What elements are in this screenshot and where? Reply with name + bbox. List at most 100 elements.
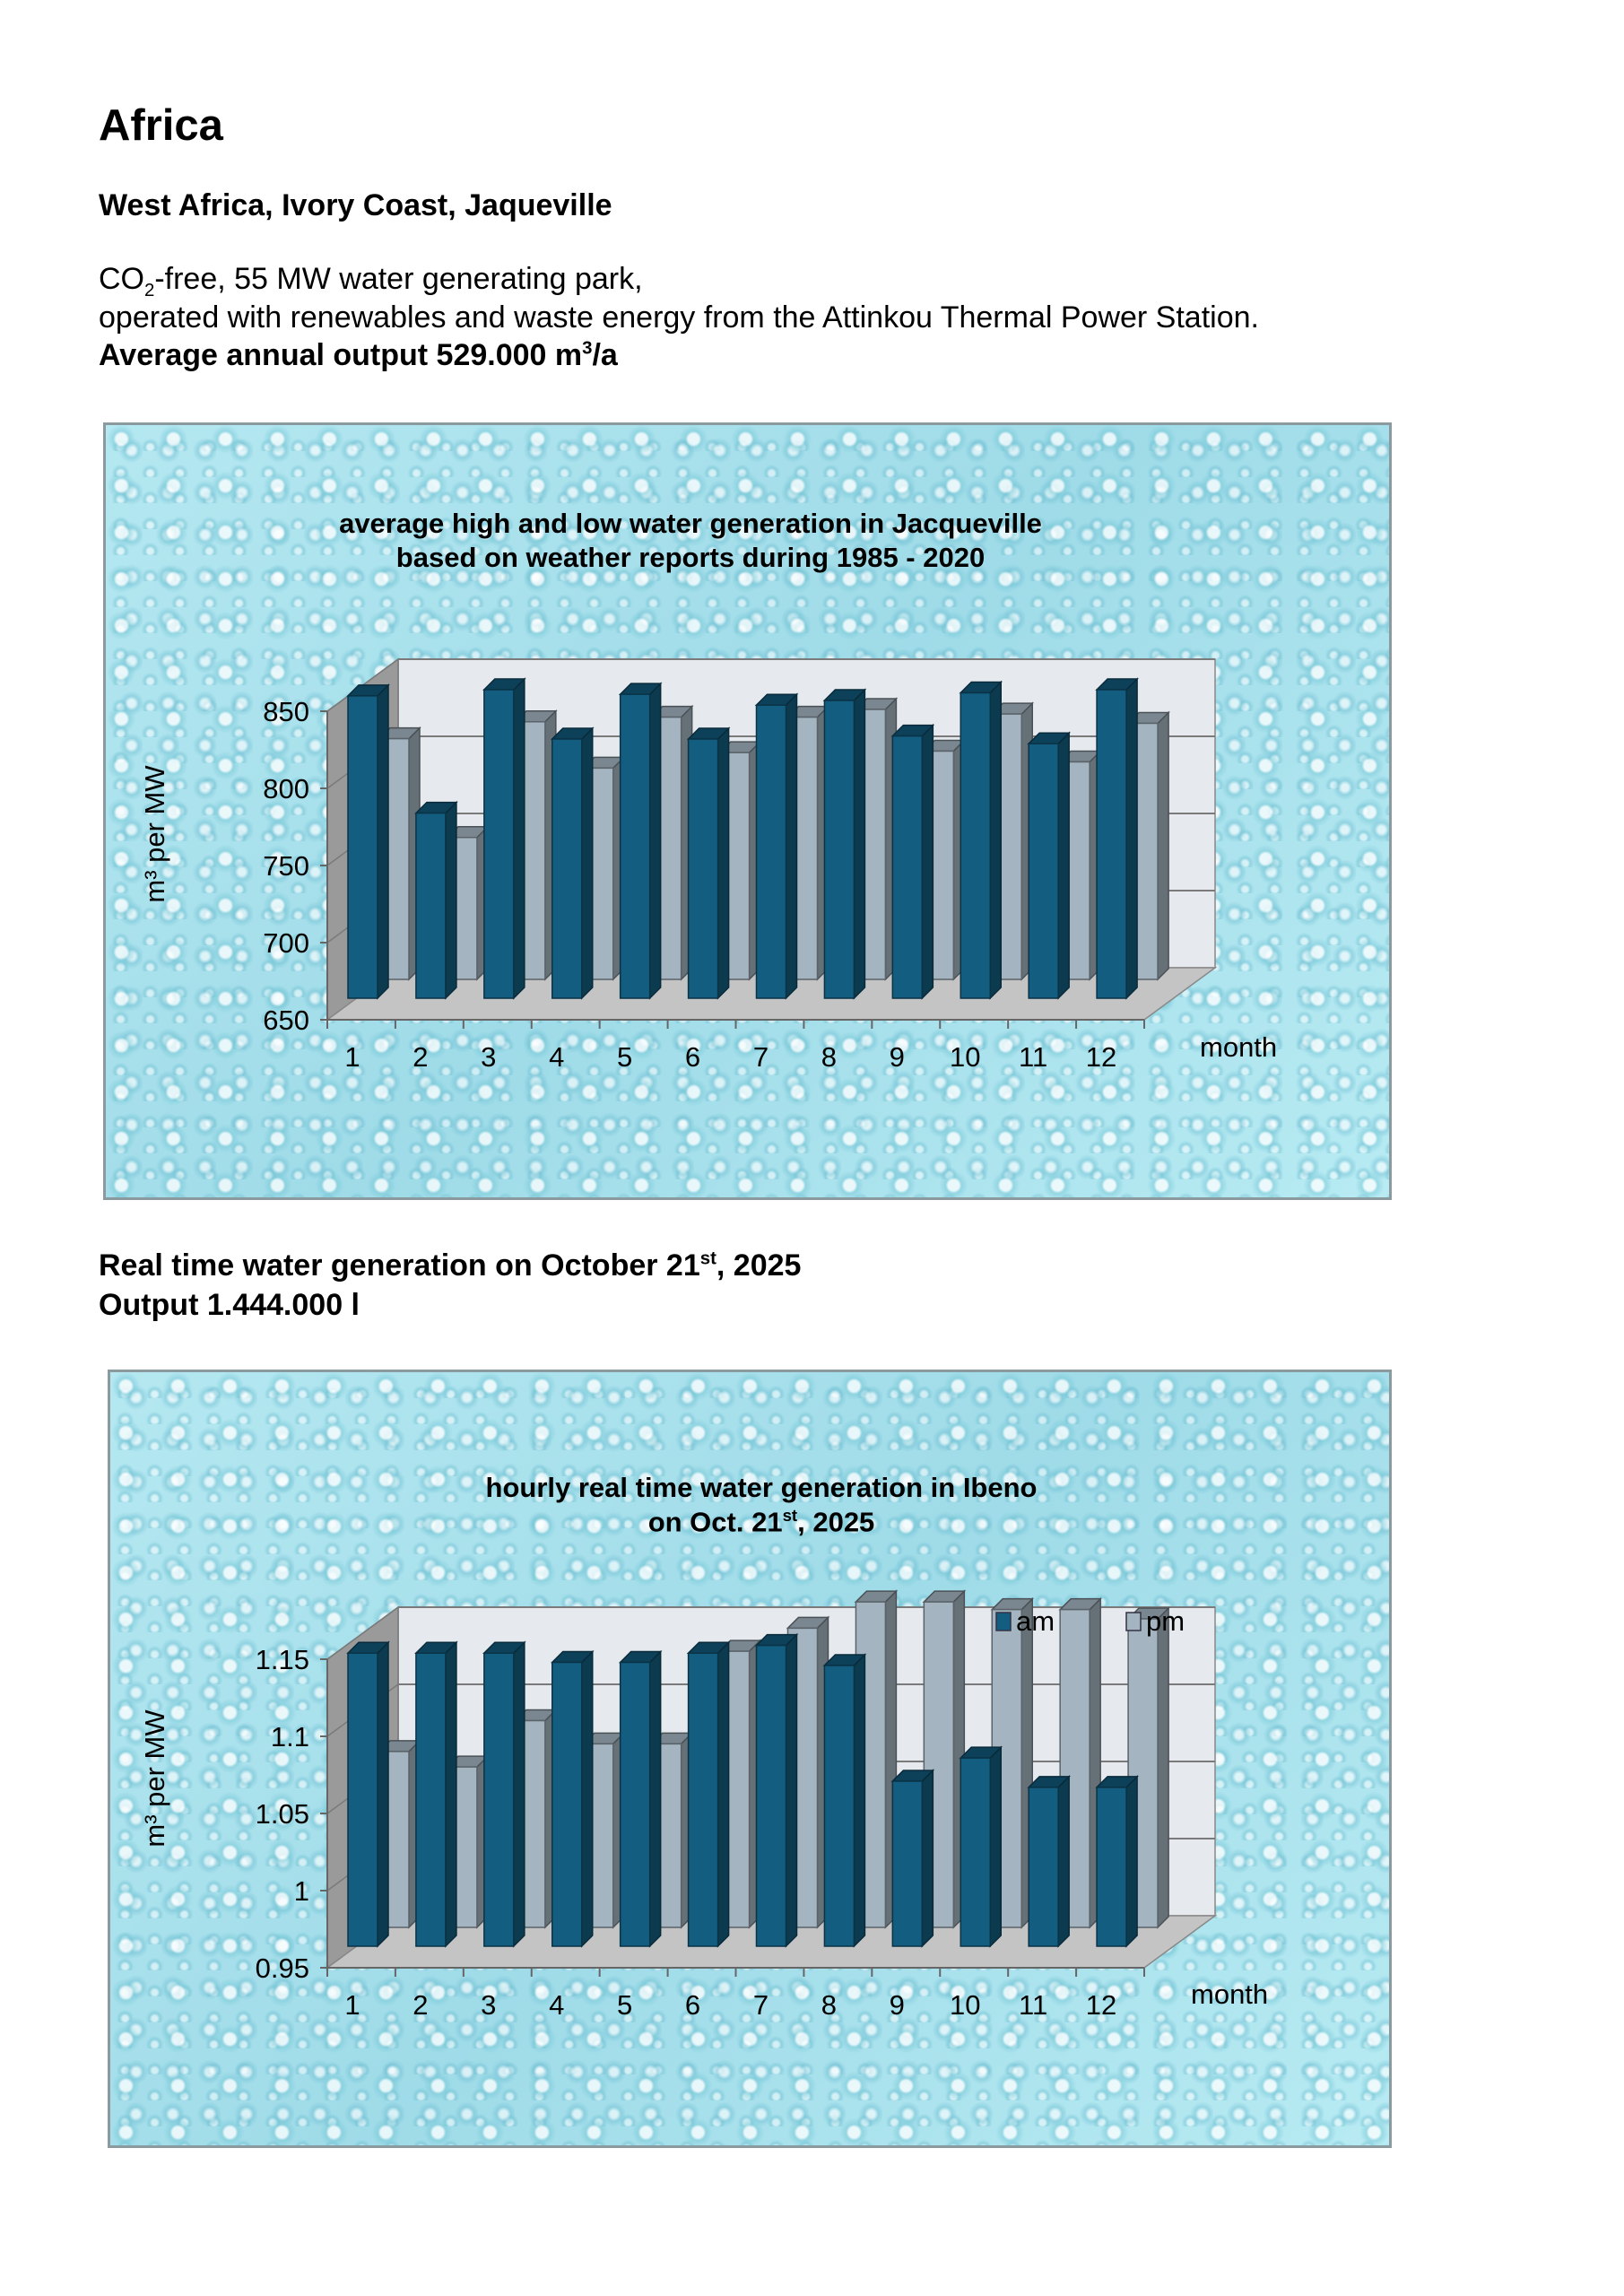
chart-1-bar-series-1-11-side: [1057, 731, 1070, 1000]
intro-line-2: operated with renewables and waste energ…: [99, 300, 1259, 335]
chart-1-bar-series-1-7-side: [785, 692, 798, 1000]
chart-2-bar-am-6: [687, 1652, 719, 1947]
chart-1-bar-series-1-1: [347, 695, 378, 999]
text: , 2025: [716, 1248, 802, 1283]
chart-1-y-tick-label: 650: [263, 1004, 309, 1036]
chart-1-y-tick-label: 800: [263, 773, 309, 804]
chart-1-title-line-2: based on weather reports during 1985 - 2…: [395, 542, 986, 573]
text: st: [782, 1506, 798, 1525]
chart-2-bar-am-2-side: [445, 1640, 457, 1948]
chart-1-bar-series-1-5: [619, 693, 651, 999]
chart-2-bar-am-1-side: [377, 1640, 389, 1948]
annual-output: Average annual output 529.000 m3/a: [99, 338, 618, 373]
chart-1-x-tick-label: 11: [1019, 1041, 1047, 1073]
chart-2-legend-swatch-am: [995, 1612, 1012, 1631]
chart-2-bar-am-11-side: [1057, 1775, 1070, 1948]
realtime-output: Output 1.444.000 l: [99, 1288, 360, 1322]
chart-2-bar-am-2: [415, 1652, 447, 1947]
chart-1-x-tick-label: 4: [549, 1041, 564, 1073]
text: 3: [582, 338, 593, 359]
chart-2-bar-am-5-side: [648, 1649, 662, 1948]
chart-2-x-tick-label: 8: [821, 1989, 837, 2021]
chart-1-x-tick-label: 2: [413, 1041, 428, 1073]
text: /a: [592, 338, 618, 372]
chart-2-x-tick-label: 5: [617, 1989, 632, 2021]
chart-2-x-tick-label: 10: [950, 1989, 980, 2021]
chart-2-title-line-2: on Oct. 21st, 2025: [648, 1506, 875, 1538]
chart-2-x-tick-label: 12: [1086, 1989, 1116, 2021]
chart-1-bar-series-1-9-side: [921, 723, 934, 1000]
chart-2-title-line-1: hourly real time water generation in Ibe…: [485, 1472, 1038, 1503]
chart-2-bar-am-9: [891, 1780, 924, 1947]
chart-2-x-tick-label: 7: [753, 1989, 769, 2021]
chart-1-bar-series-1-7: [755, 704, 787, 999]
chart-1-title-line-1: average high and low water generation in…: [339, 508, 1042, 539]
chart-1-bar-series-1-4-side: [581, 726, 594, 1000]
chart-1-x-tick-label: 8: [821, 1041, 837, 1073]
chart-1-bar-series-1-12: [1096, 689, 1127, 999]
chart-2-bar-am-7-side: [785, 1632, 798, 1948]
chart-2-bar-am-9-side: [921, 1769, 934, 1948]
chart-2-bar-am-1: [347, 1652, 378, 1947]
chart-1-bar-series-1-4: [551, 738, 583, 999]
chart-2-x-axis-label: month: [1191, 1979, 1269, 2010]
chart-2-bar-am-10: [960, 1757, 991, 1947]
chart-1-y-tick-label: 700: [263, 927, 309, 959]
text: -free, 55 MW water generating park,: [154, 262, 643, 296]
chart-1-bar-series-1-12-side: [1125, 677, 1138, 1000]
chart-1-bar-series-1-2: [415, 812, 447, 999]
chart-2-bar-am-6-side: [716, 1640, 730, 1948]
chart-1-y-tick-label: 750: [263, 850, 309, 882]
chart-1-y-axis-label: m³ per MW: [139, 765, 170, 903]
chart-1-bar-series-1-9: [891, 735, 924, 999]
chart-2-y-tick-label: 1: [294, 1875, 309, 1907]
chart-2-x-tick-label: 4: [549, 1989, 564, 2021]
location-heading: West Africa, Ivory Coast, Jaqueville: [99, 188, 612, 222]
chart-1-bar-series-1-3-side: [513, 677, 525, 1000]
chart-2-legend-label-am: am: [1016, 1605, 1055, 1637]
chart-2-bar-am-4: [551, 1661, 583, 1947]
chart-1-x-tick-label: 12: [1086, 1041, 1116, 1073]
chart-2-bar-pm-12-side: [1157, 1606, 1169, 1929]
chart-2-y-tick-label: 1.1: [271, 1721, 309, 1752]
chart-2-x-tick-label: 11: [1019, 1989, 1047, 2021]
text: 2: [144, 280, 155, 300]
chart-2-bar-am-10-side: [989, 1745, 1002, 1948]
chart-1-bar-series-1-10: [960, 691, 991, 999]
chart-2-bar-am-3: [483, 1652, 515, 1947]
chart-2-bar-am-4-side: [581, 1649, 594, 1948]
chart-2-y-tick-label: 1.05: [256, 1798, 309, 1830]
chart-1-bar-series-2-12-side: [1157, 710, 1169, 981]
chart-2-side-gridline: [326, 1606, 399, 1660]
chart-2-x-tick-label: 2: [413, 1989, 428, 2021]
chart-2-bar-am-8-side: [853, 1653, 866, 1948]
chart-2-x-tick-label: 6: [685, 1989, 700, 2021]
chart-1-x-tick-label: 1: [344, 1041, 360, 1073]
chart-1-x-tick-label: 9: [890, 1041, 905, 1073]
chart-1-x-tick-label: 10: [950, 1041, 980, 1073]
text: , 2025: [797, 1506, 875, 1538]
chart-1-bar-series-1-3: [483, 689, 515, 999]
chart-2-bar-am-11: [1028, 1787, 1059, 1947]
text: CO: [99, 262, 144, 296]
chart-2-bar-am-8: [823, 1665, 855, 1947]
chart-1-bar-series-1-10-side: [989, 680, 1002, 1000]
chart-1-x-axis-label: month: [1200, 1031, 1278, 1063]
text: on Oct. 21: [647, 1506, 783, 1538]
chart-1-bar-series-1-6-side: [716, 726, 730, 1000]
chart-1-y-tick-label: 850: [263, 696, 309, 727]
chart-2-x-tick-label: 3: [481, 1989, 496, 2021]
chart-1-bar-series-1-2-side: [445, 800, 457, 1000]
chart-1-x-tick-label: 7: [753, 1041, 769, 1073]
text: Real time water generation on October 21: [99, 1248, 700, 1283]
chart-1-x-tick-label: 3: [481, 1041, 496, 1073]
chart-1-bar-series-1-5-side: [648, 682, 662, 1000]
chart-1-bar-series-1-8-side: [853, 688, 866, 1000]
chart-2-legend-label-pm: pm: [1146, 1605, 1185, 1637]
text: Average annual output 529.000 m: [99, 338, 583, 372]
chart-1-bar-series-1-6: [687, 738, 719, 999]
chart-1-bar-series-1-8: [823, 700, 855, 999]
chart-2-x-tick-label: 1: [344, 1989, 360, 2021]
chart-2-x-tick-label: 9: [890, 1989, 905, 2021]
